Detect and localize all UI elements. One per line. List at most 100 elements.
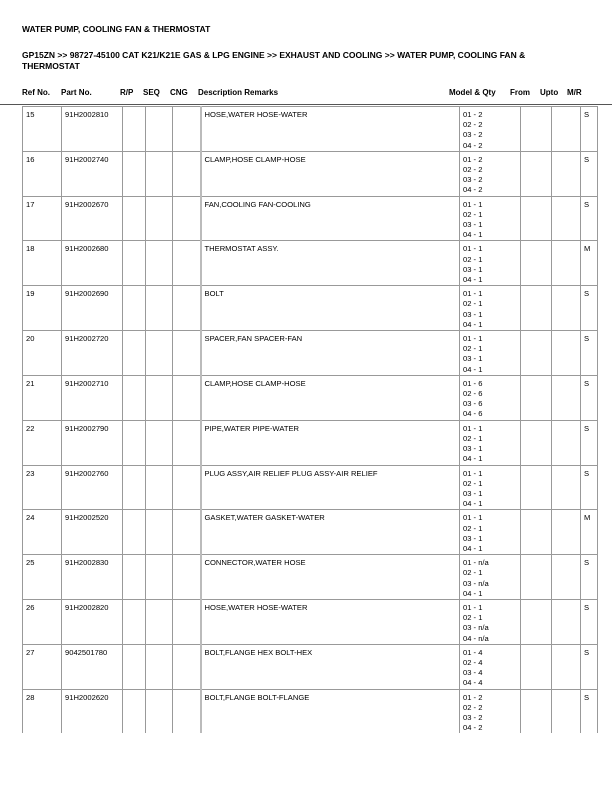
part-no: 91H2002830 xyxy=(61,554,123,600)
qty-line: 02 - 2 xyxy=(463,702,483,712)
part-no: 91H2002820 xyxy=(61,598,123,645)
qty-line: 03 - 2 xyxy=(463,130,483,140)
model-qty: 01 - 1 02 - 1 03 - 1 04 - 1 xyxy=(459,419,521,466)
part-no: 91H2002720 xyxy=(61,330,123,376)
col-part: Part No. xyxy=(61,88,92,97)
cng xyxy=(172,509,201,556)
seq xyxy=(145,464,173,511)
qty-line: 04 - 1 xyxy=(463,230,483,240)
rp xyxy=(122,464,146,511)
qty-line: 04 - 4 xyxy=(463,678,483,688)
description: BOLT,FLANGE BOLT-FLANGE xyxy=(199,688,460,734)
upto xyxy=(551,374,581,421)
model-qty: 01 - 4 02 - 4 03 - 4 04 - 4 xyxy=(459,643,521,690)
seq xyxy=(145,150,173,197)
model-qty: 01 - 1 02 - 1 03 - 1 04 - 1 xyxy=(459,285,521,332)
table-row: 27 9042501780 BOLT,FLANGE HEX BOLT-HEX 01 -… xyxy=(22,643,598,690)
qty-line: 01 - 4 xyxy=(463,647,483,657)
cng xyxy=(172,150,201,197)
seq xyxy=(145,374,173,421)
ref-no: 21 xyxy=(22,374,62,421)
seq xyxy=(145,240,173,287)
table-row: 18 91H2002680 THERMOSTAT ASSY. 01 - 1 02 - 1… xyxy=(22,240,598,287)
ref-no: 17 xyxy=(22,195,62,242)
model-qty: 01 - 2 02 - 2 03 - 2 04 - 2 xyxy=(459,150,521,197)
cng xyxy=(172,106,201,152)
mr: S xyxy=(580,150,598,197)
col-rp: R/P xyxy=(120,88,134,97)
qty-line: 03 - n/a xyxy=(463,623,489,633)
cng xyxy=(172,464,201,511)
qty-line: 04 - 1 xyxy=(463,319,483,329)
qty-line: 01 - 1 xyxy=(463,244,483,254)
table-row: 25 91H2002830 CONNECTOR,WATER HOSE 01 - n/a… xyxy=(22,554,598,600)
qty-line: 01 - 2 xyxy=(463,154,483,164)
model-qty: 01 - 1 02 - 1 03 - 1 04 - 1 xyxy=(459,464,521,511)
qty-line: 01 - 1 xyxy=(463,468,483,478)
mr: M xyxy=(580,509,598,556)
cng xyxy=(172,554,201,600)
qty-line: 03 - 1 xyxy=(463,488,483,498)
ref-no: 24 xyxy=(22,509,62,556)
from xyxy=(520,419,552,466)
col-upto: Upto xyxy=(540,88,559,97)
rp xyxy=(122,688,146,734)
rp xyxy=(122,106,146,152)
seq xyxy=(145,688,173,734)
cng xyxy=(172,643,201,690)
rp xyxy=(122,285,146,332)
part-no: 9042501780 xyxy=(61,643,123,690)
mr: S xyxy=(580,106,598,152)
description: SPACER,FAN SPACER-FAN xyxy=(199,330,460,376)
qty-line: 01 - 1 xyxy=(463,289,483,299)
seq xyxy=(145,330,173,376)
ref-no: 27 xyxy=(22,643,62,690)
ref-no: 20 xyxy=(22,330,62,376)
description: PIPE,WATER PIPE-WATER xyxy=(199,419,460,466)
qty-line: 03 - n/a xyxy=(463,578,489,588)
page-title: WATER PUMP, COOLING FAN & THERMOSTAT xyxy=(22,24,211,34)
seq xyxy=(145,285,173,332)
mr: M xyxy=(580,240,598,287)
qty-line: 01 - 2 xyxy=(463,692,483,702)
table-row: 19 91H2002690 BOLT 01 - 1 02 - 1 03 - 1 04 - 1… xyxy=(22,285,598,332)
table-row: 17 91H2002670 FAN,COOLING FAN-COOLING 01 - … xyxy=(22,195,598,242)
upto xyxy=(551,598,581,645)
ref-no: 16 xyxy=(22,150,62,197)
upto xyxy=(551,150,581,197)
mr: S xyxy=(580,374,598,421)
from xyxy=(520,688,552,734)
model-qty: 01 - 2 02 - 2 03 - 2 04 - 2 xyxy=(459,106,521,152)
cng xyxy=(172,240,201,287)
mr: S xyxy=(580,195,598,242)
qty-line: 02 - 6 xyxy=(463,389,483,399)
from xyxy=(520,195,552,242)
header-divider xyxy=(0,104,612,105)
qty-line: 03 - 1 xyxy=(463,220,483,230)
description: HOSE,WATER HOSE-WATER xyxy=(199,106,460,152)
upto xyxy=(551,195,581,242)
cng xyxy=(172,374,201,421)
part-no: 91H2002810 xyxy=(61,106,123,152)
model-qty: 01 - 1 02 - 1 03 - 1 04 - 1 xyxy=(459,509,521,556)
table-row: 24 91H2002520 GASKET,WATER GASKET-WATER 01 … xyxy=(22,509,598,556)
part-no: 91H2002760 xyxy=(61,464,123,511)
from xyxy=(520,374,552,421)
qty-line: 01 - 1 xyxy=(463,513,483,523)
description: CLAMP,HOSE CLAMP-HOSE xyxy=(199,374,460,421)
model-qty: 01 - 1 02 - 1 03 - 1 04 - 1 xyxy=(459,330,521,376)
description: PLUG ASSY,AIR RELIEF PLUG ASSY-AIR RELIE… xyxy=(199,464,460,511)
breadcrumb: GP15ZN >> 98727-45100 CAT K21/K21E GAS &… xyxy=(22,50,526,71)
model-qty: 01 - 1 02 - 1 03 - 1 04 - 1 xyxy=(459,195,521,242)
qty-line: 04 - n/a xyxy=(463,633,489,643)
qty-line: 02 - 1 xyxy=(463,254,483,264)
upto xyxy=(551,419,581,466)
qty-line: 03 - 2 xyxy=(463,175,483,185)
upto xyxy=(551,464,581,511)
qty-line: 02 - 1 xyxy=(463,613,483,623)
rp xyxy=(122,330,146,376)
